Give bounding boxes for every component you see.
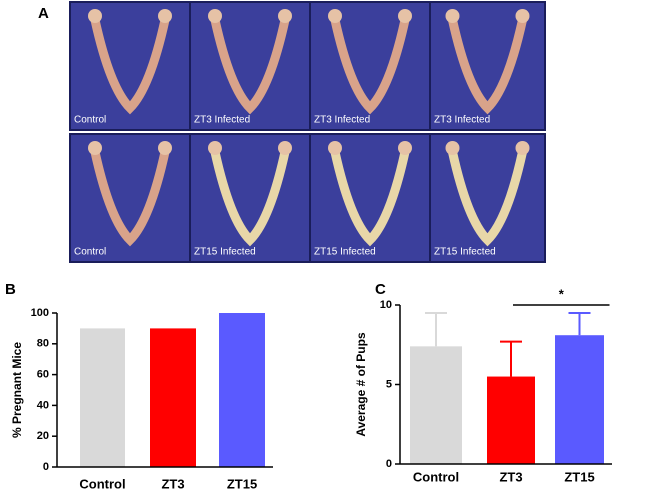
ovary xyxy=(158,9,172,23)
x-tick-label: Control xyxy=(413,469,459,484)
x-tick-label: Control xyxy=(79,476,125,489)
bar xyxy=(219,313,265,467)
x-tick-label: ZT3 xyxy=(499,469,522,484)
photo-label: ZT3 Infected xyxy=(194,115,250,126)
panel-letter: A xyxy=(38,5,49,22)
ovary xyxy=(88,141,102,155)
ovary xyxy=(515,9,530,23)
ovary xyxy=(158,141,172,155)
ovary xyxy=(445,9,460,23)
photo-label: ZT15 Infected xyxy=(314,247,376,258)
ovary xyxy=(445,141,460,155)
panel-letter: B xyxy=(5,281,16,298)
uterus xyxy=(448,15,527,115)
bar xyxy=(80,328,125,467)
photo-label: Control xyxy=(74,115,106,126)
uterus xyxy=(210,15,290,115)
uterus xyxy=(330,15,410,115)
x-tick-label: ZT15 xyxy=(227,476,257,489)
bar xyxy=(410,346,462,464)
y-tick-label: 40 xyxy=(37,399,49,411)
y-tick-label: 0 xyxy=(386,458,392,470)
ovary xyxy=(88,9,102,23)
photo-label: ZT3 Infected xyxy=(434,115,490,126)
ovary xyxy=(398,9,412,23)
ovary xyxy=(328,9,342,23)
uterus xyxy=(90,15,170,115)
photo-label: Control xyxy=(74,247,106,258)
ovary xyxy=(208,9,222,23)
ovary xyxy=(208,141,222,155)
y-tick-label: 5 xyxy=(386,378,392,390)
panel-letter: C xyxy=(375,281,386,298)
uterus xyxy=(90,147,170,247)
ovary xyxy=(398,141,412,155)
ovary xyxy=(515,141,530,155)
y-tick-label: 10 xyxy=(380,299,392,311)
y-tick-label: 20 xyxy=(37,430,49,442)
ovary xyxy=(328,141,342,155)
ovary xyxy=(278,9,292,23)
ovary xyxy=(278,141,292,155)
bar xyxy=(487,376,535,464)
significance-mark: * xyxy=(559,286,565,301)
bar xyxy=(150,328,196,467)
y-tick-label: 0 xyxy=(43,461,49,473)
photo-label: ZT15 Infected xyxy=(194,247,256,258)
x-tick-label: ZT3 xyxy=(161,476,184,489)
y-tick-label: 100 xyxy=(31,307,49,319)
y-tick-label: 60 xyxy=(37,369,49,381)
photo-label: ZT3 Infected xyxy=(314,115,370,126)
photo-label: ZT15 Infected xyxy=(434,247,496,258)
y-axis-label: % Pregnant Mice xyxy=(10,342,24,438)
y-tick-label: 80 xyxy=(37,338,49,350)
y-axis-label: Average # of Pups xyxy=(354,332,368,437)
uterus xyxy=(330,147,410,247)
uterus xyxy=(210,147,290,247)
x-tick-label: ZT15 xyxy=(564,469,594,484)
bar xyxy=(555,335,604,464)
uterus xyxy=(448,147,527,247)
